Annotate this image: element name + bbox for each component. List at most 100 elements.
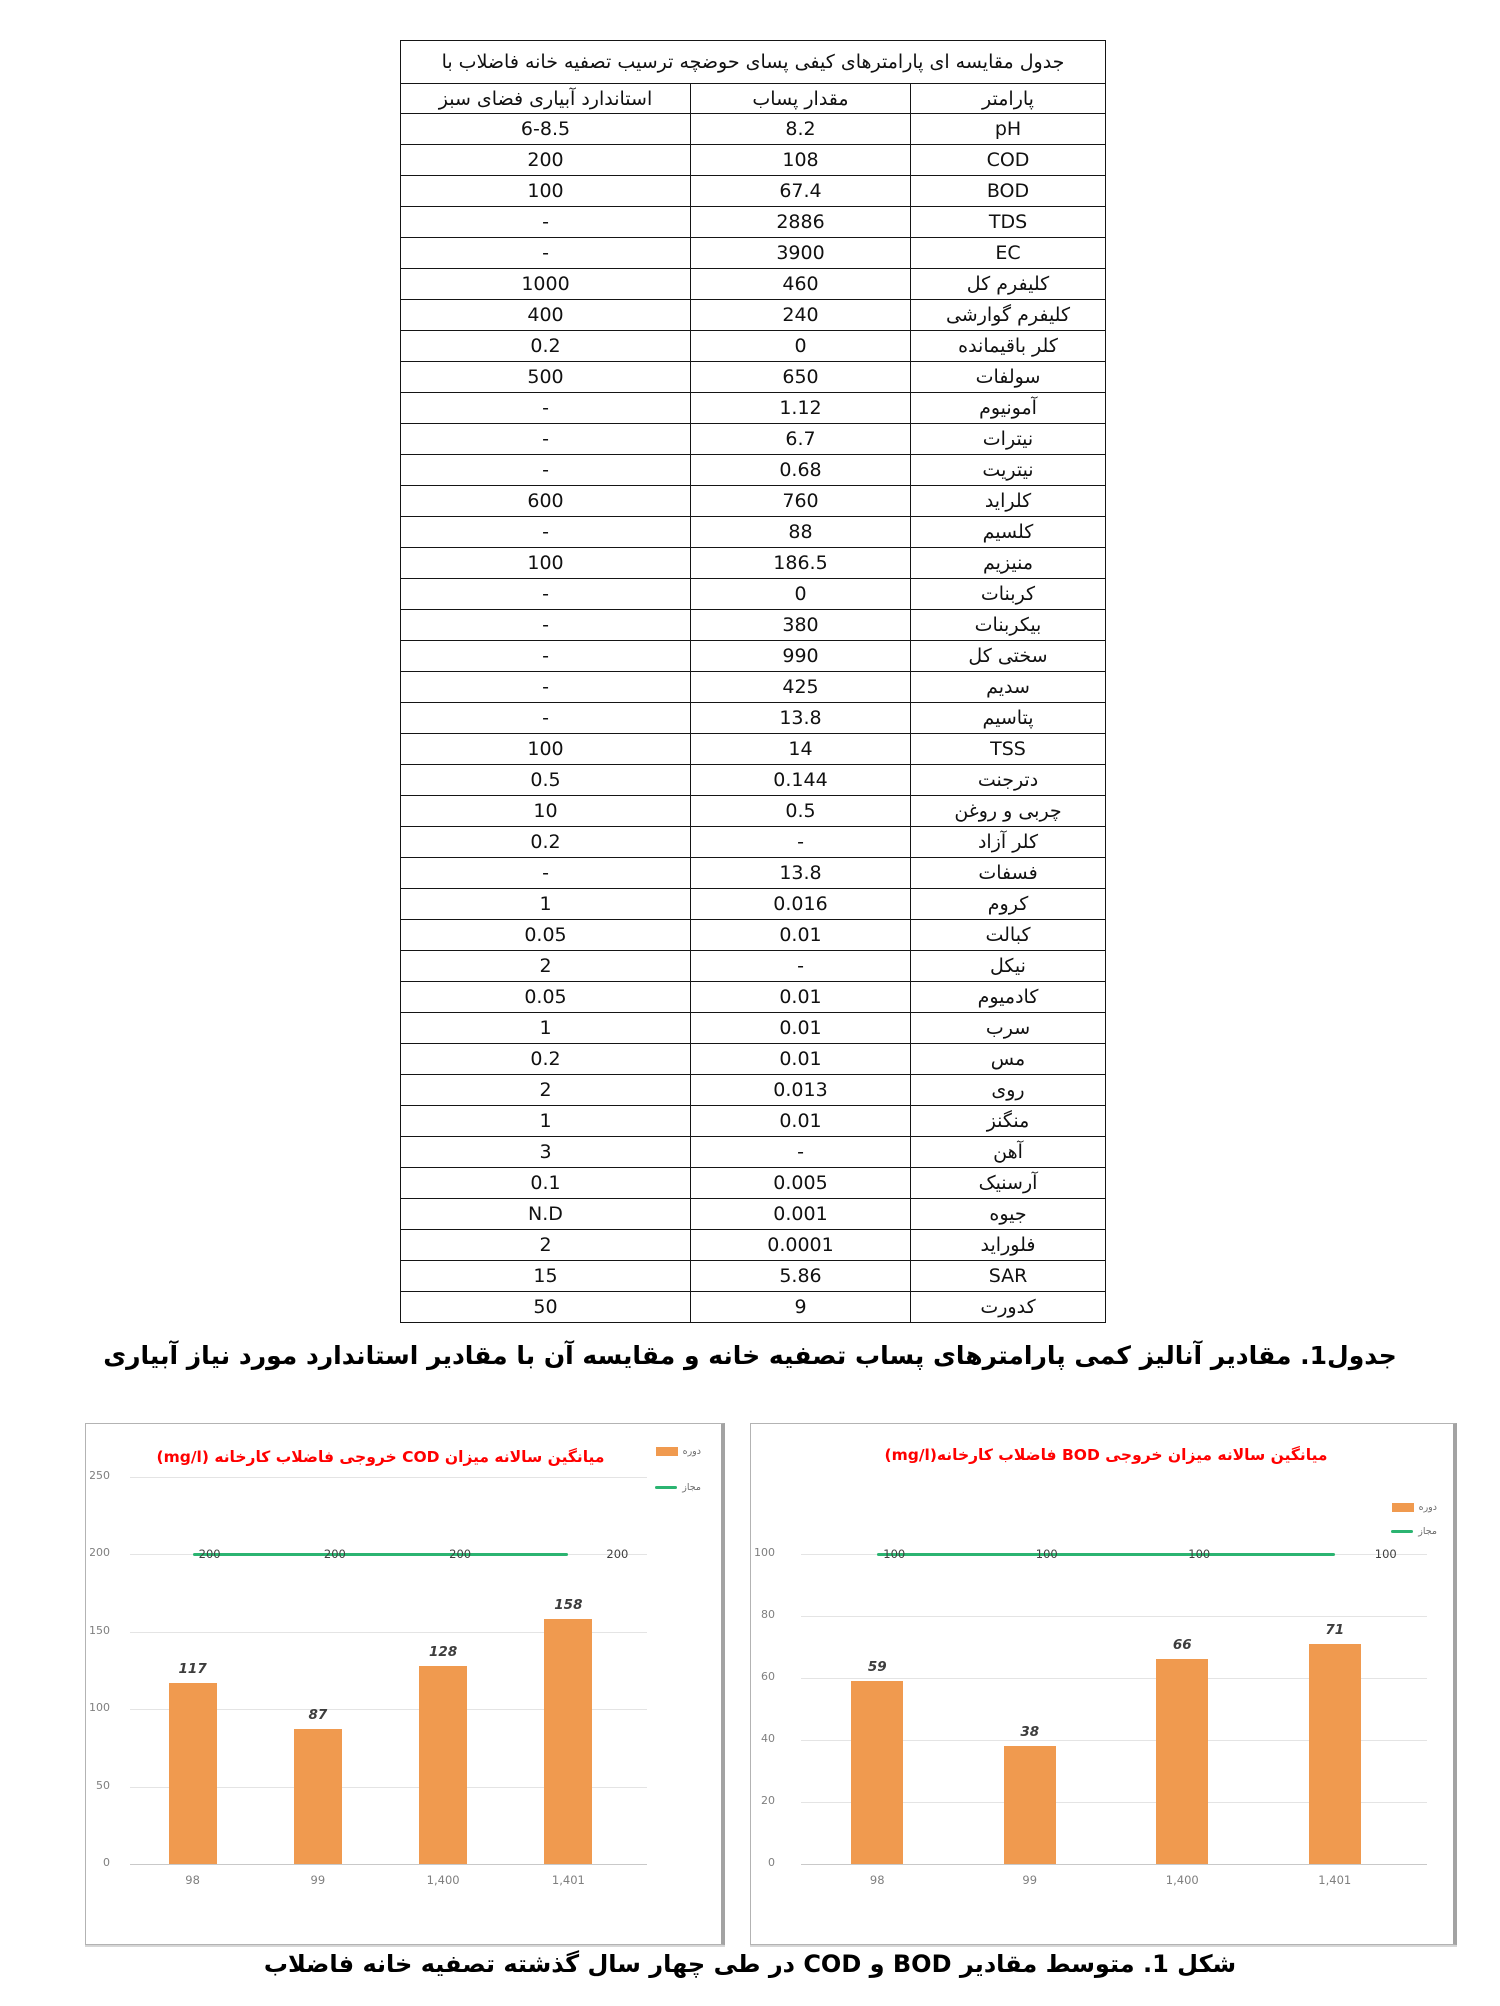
standard-value-cell: 0.2	[400, 826, 691, 858]
parameter-cell: آرسنیک	[910, 1167, 1106, 1199]
table-row: کلیفرم کل 460 1000	[400, 268, 1106, 300]
table-row: کربنات 0-	[400, 578, 1106, 610]
parameter-cell: COD	[910, 144, 1106, 176]
standard-value-cell: -	[400, 702, 691, 734]
parameter-cell: آهن	[910, 1136, 1106, 1168]
standard-value-cell: N.D	[400, 1198, 691, 1230]
table-row: BOD 67.4 100	[400, 175, 1106, 207]
parameter-cell: کلراید	[910, 485, 1106, 517]
standard-value-cell: 6-8.5	[400, 113, 691, 145]
legend-item-bars: دوره	[655, 1446, 701, 1457]
table-row: روی 0.013 2	[400, 1074, 1106, 1106]
bar	[168, 1682, 217, 1864]
effluent-value-cell: 0.01	[690, 919, 911, 951]
parameter-cell: سرب	[910, 1012, 1106, 1044]
table-row: نیکل -2	[400, 950, 1106, 982]
effluent-value-cell: 0.0001	[690, 1229, 911, 1261]
parameter-cell: کربنات	[910, 578, 1106, 610]
standard-value-cell: 2	[400, 950, 691, 982]
table-row: TDS 2886-	[400, 206, 1106, 238]
table-row: کروم 0.016 1	[400, 888, 1106, 920]
standard-value-cell: -	[400, 857, 691, 889]
effluent-value-cell: 760	[690, 485, 911, 517]
standard-value-cell: 10	[400, 795, 691, 827]
effluent-value-cell: 0.5	[690, 795, 911, 827]
x-axis-label: 1,401	[551, 1873, 585, 1887]
effluent-value-cell: 0.01	[690, 1012, 911, 1044]
limit-line-label: 200	[323, 1547, 346, 1561]
table-row: آرسنیک 0.005 0.1	[400, 1167, 1106, 1199]
standard-value-cell: -	[400, 578, 691, 610]
bar	[293, 1729, 342, 1864]
gridline	[130, 1864, 647, 1865]
parameter-cell: منیزیم	[910, 547, 1106, 579]
table-row: مس 0.01 0.2	[400, 1043, 1106, 1075]
table-title: جدول مقایسه ای پارامترهای کیفی پسای حوضچ…	[400, 40, 1106, 84]
cod-chart-panel: 0 50 100 150 200 250 117 98 87 99 128 1,400 158 1,401…	[85, 1423, 725, 1945]
standard-value-cell: -	[400, 423, 691, 455]
parameter-cell: کبالت	[910, 919, 1106, 951]
standard-value-cell: -	[400, 609, 691, 641]
table-row: چربی و روغن 0.5 10	[400, 795, 1106, 827]
parameter-cell: نیترات	[910, 423, 1106, 455]
bar	[1308, 1643, 1361, 1864]
table-row: فلوراید 0.0001 2	[400, 1229, 1106, 1261]
limit-line-label: 100	[1374, 1547, 1397, 1561]
table-row: آهن -3	[400, 1136, 1106, 1168]
bar-legend-label: دوره	[1418, 1502, 1437, 1513]
standard-value-cell: 3	[400, 1136, 691, 1168]
column-header-irrigation-standard: استاندارد آبیاری فضای سبز	[400, 83, 691, 114]
table-row: کلر آزاد -0.2	[400, 826, 1106, 858]
standard-value-cell: 0.05	[400, 919, 691, 951]
standard-value-cell: -	[400, 671, 691, 703]
effluent-value-cell: 990	[690, 640, 911, 672]
parameters-table-body: pH 8.2 6-8.5 COD 108 200 BOD 67.4 100 TDS 2886- EC 3…	[400, 113, 1106, 1323]
table-title-row: جدول مقایسه ای پارامترهای کیفی پسای حوضچ…	[400, 40, 1106, 84]
effluent-value-cell: 425	[690, 671, 911, 703]
limit-line-label: 200	[198, 1547, 221, 1561]
effluent-value-cell: 108	[690, 144, 911, 176]
parameter-cell: پتاسیم	[910, 702, 1106, 734]
effluent-value-cell: -	[690, 950, 911, 982]
effluent-value-cell: 13.8	[690, 857, 911, 889]
line-legend-swatch	[1391, 1530, 1414, 1533]
parameter-cell: SAR	[910, 1260, 1106, 1292]
standard-value-cell: -	[400, 392, 691, 424]
standard-value-cell: 0.2	[400, 1043, 691, 1075]
bod-chart-panel: 0 20 40 60 80 100 59 98 38 99 66 1,400 71 1,401 100 100…	[750, 1423, 1457, 1945]
table-row: کلسیم 88-	[400, 516, 1106, 548]
parameter-cell: آمونیوم	[910, 392, 1106, 424]
table-row: منگنز 0.01 1	[400, 1105, 1106, 1137]
parameter-cell: دترجنت	[910, 764, 1106, 796]
table-row: کبالت 0.01 0.05	[400, 919, 1106, 951]
parameter-cell: BOD	[910, 175, 1106, 207]
parameter-cell: TSS	[910, 733, 1106, 765]
parameter-cell: pH	[910, 113, 1106, 145]
table-row: سولفات 650 500	[400, 361, 1106, 393]
parameter-cell: کدورت	[910, 1291, 1106, 1323]
gridline	[130, 1709, 647, 1710]
effluent-value-cell: 0	[690, 330, 911, 362]
standard-value-cell: 0.2	[400, 330, 691, 362]
line-legend-label: مجاز	[1418, 1526, 1437, 1537]
table-row: پتاسیم 13.8-	[400, 702, 1106, 734]
effluent-value-cell: 6.7	[690, 423, 911, 455]
y-axis-tick-label: 100	[90, 1701, 110, 1714]
gridline	[130, 1786, 647, 1788]
legend-item-limit-line: مجاز	[1391, 1526, 1437, 1537]
parameter-cell: نیکل	[910, 950, 1106, 982]
standard-value-cell: 100	[400, 175, 691, 207]
gridline	[801, 1678, 1427, 1679]
y-axis-tick-label: 60	[761, 1670, 775, 1683]
effluent-value-cell: 8.2	[690, 113, 911, 145]
gridline	[801, 1616, 1427, 1617]
parameter-cell: مس	[910, 1043, 1106, 1075]
parameter-cell: کلیفرم گوارشی	[910, 299, 1106, 331]
effluent-value-cell: 5.86	[690, 1260, 911, 1292]
table-row: سدیم 425-	[400, 671, 1106, 703]
standard-value-cell: 0.05	[400, 981, 691, 1013]
parameter-cell: کلسیم	[910, 516, 1106, 548]
parameter-cell: بیکربنات	[910, 609, 1106, 641]
effluent-value-cell: -	[690, 826, 911, 858]
standard-value-cell: 0.1	[400, 1167, 691, 1199]
